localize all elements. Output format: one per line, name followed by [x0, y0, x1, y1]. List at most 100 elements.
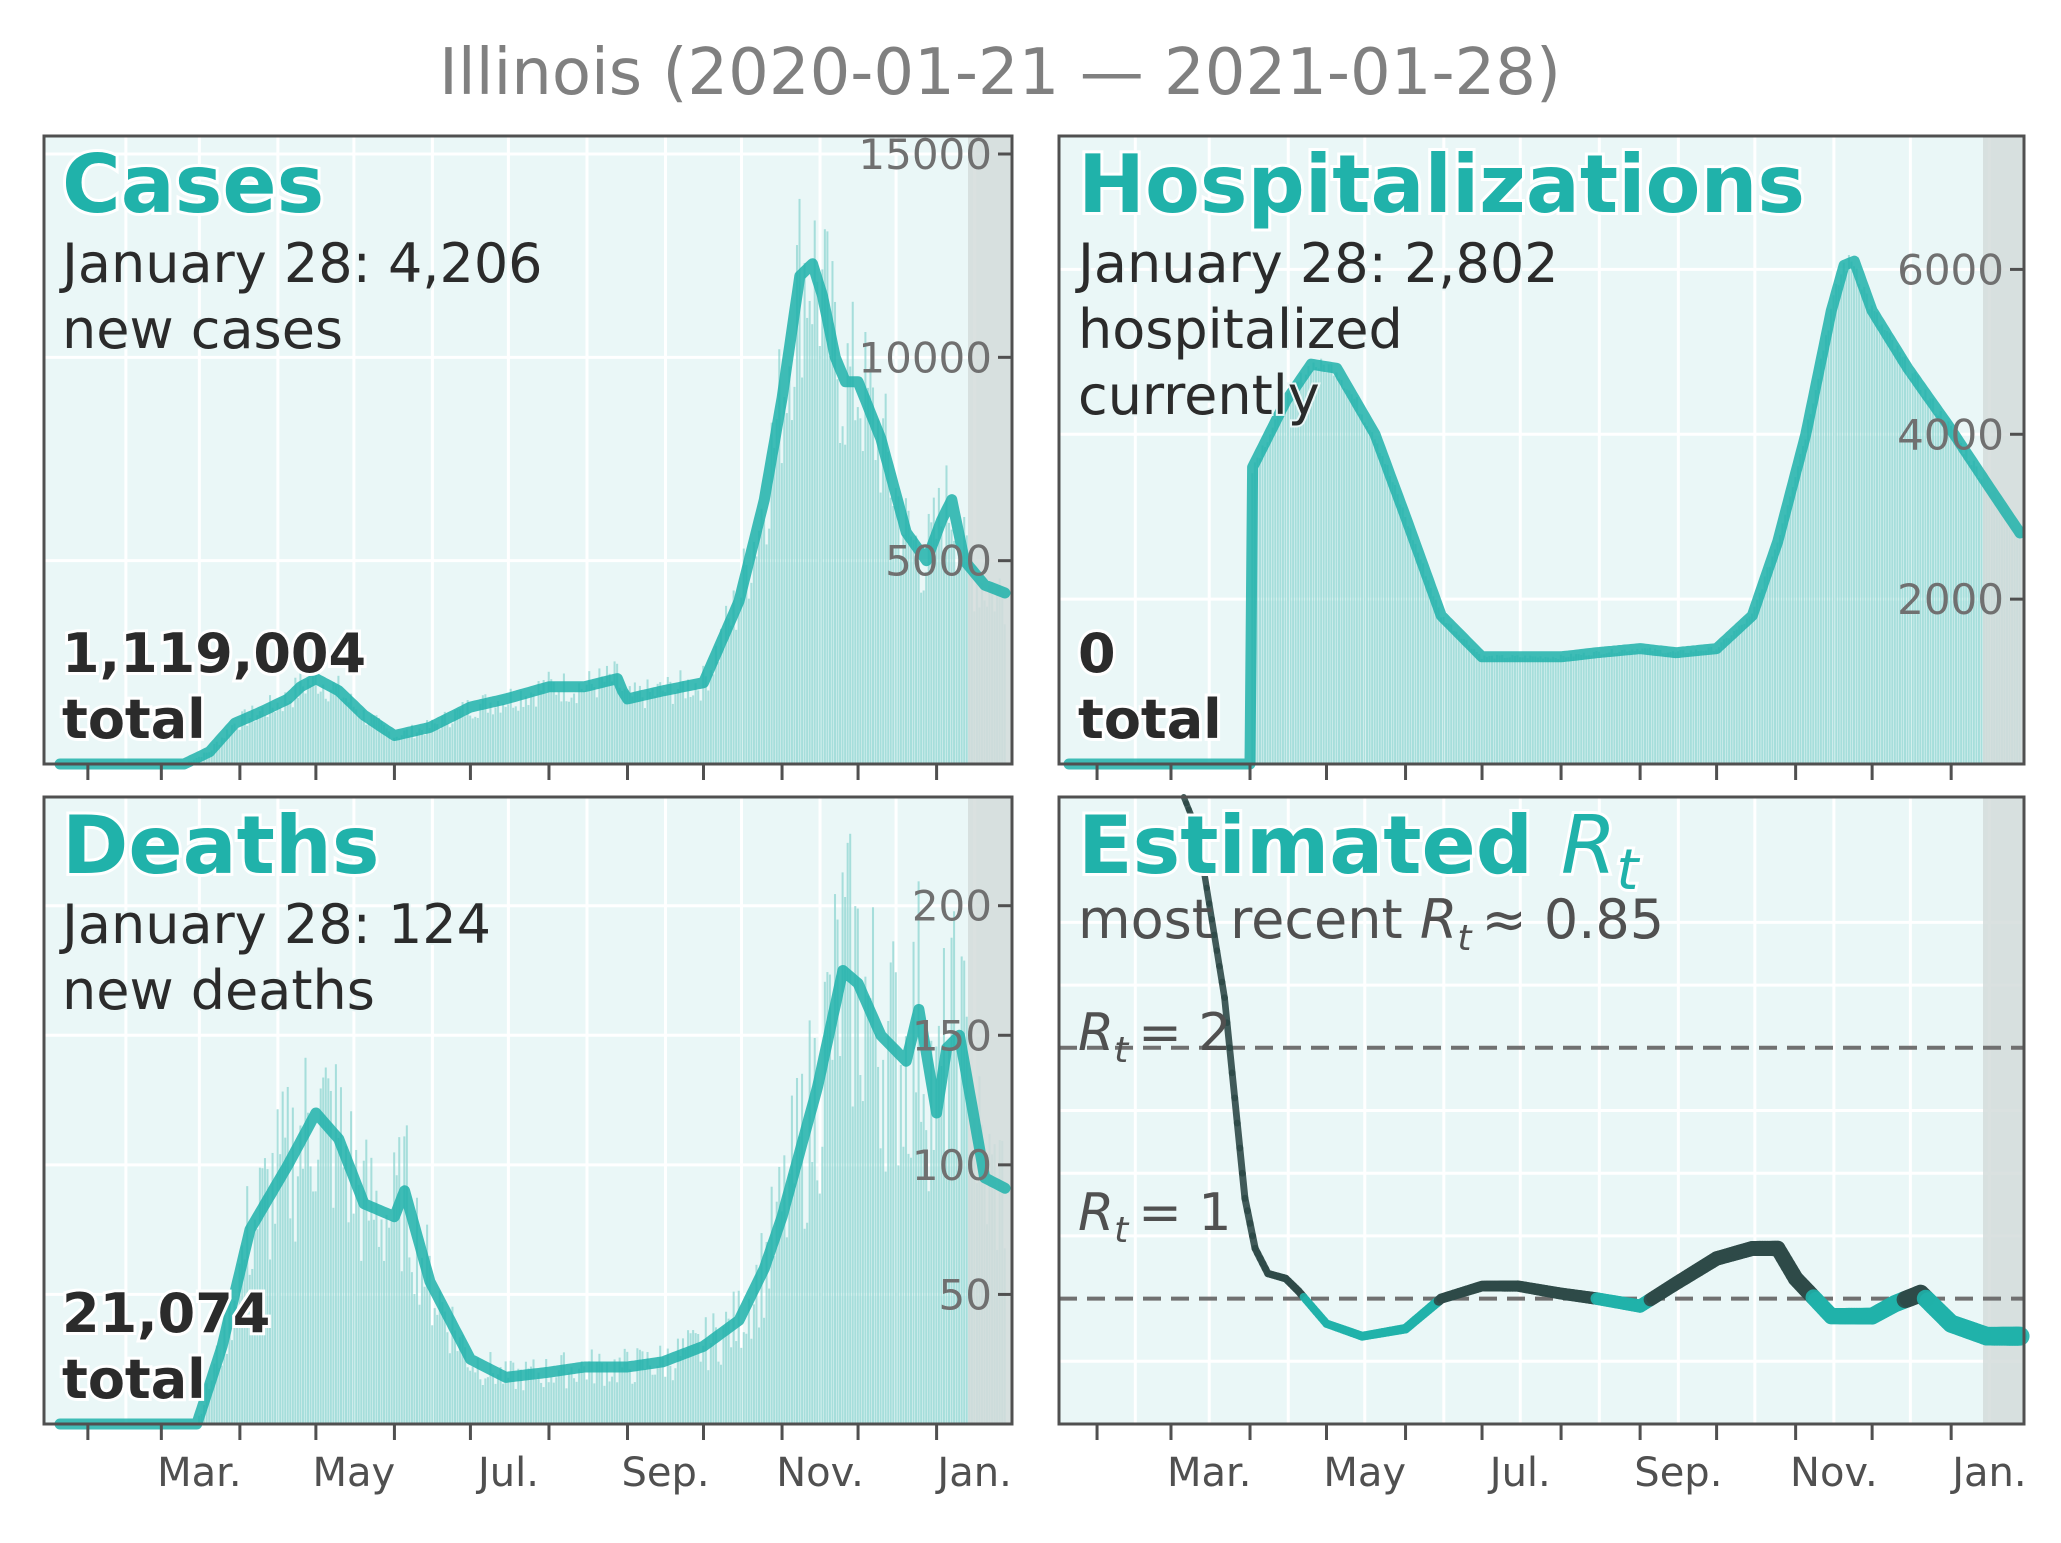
- hosp-total-value: 0: [1078, 622, 1116, 685]
- daily-bar: [342, 1167, 345, 1424]
- daily-bar: [649, 691, 652, 764]
- daily-bar: [618, 687, 621, 764]
- daily-bar: [339, 1087, 342, 1424]
- daily-bar: [329, 1090, 332, 1424]
- daily-bar: [963, 516, 966, 764]
- daily-bar: [567, 1372, 570, 1424]
- daily-bar: [1541, 658, 1544, 764]
- rt-subtitle-subscript: t: [1457, 918, 1473, 959]
- daily-bar: [930, 1040, 933, 1424]
- daily-bar: [433, 1308, 436, 1424]
- daily-bar: [357, 1184, 360, 1424]
- daily-bar: [451, 723, 454, 764]
- daily-bar: [1919, 389, 1922, 764]
- daily-bar: [231, 1340, 234, 1424]
- daily-bar: [879, 492, 882, 764]
- daily-bar: [322, 1077, 325, 1424]
- daily-bar: [831, 261, 834, 764]
- daily-bar: [621, 1367, 624, 1424]
- daily-bar: [889, 962, 892, 1424]
- daily-bar: [793, 386, 796, 764]
- hosp-yticks: 2000 4000 6000: [1897, 245, 2024, 624]
- daily-bar: [666, 1348, 669, 1424]
- rt-subtitle-value: ≈ 0.85: [1481, 888, 1664, 951]
- daily-bar: [1582, 652, 1585, 764]
- daily-bar: [1439, 617, 1443, 764]
- daily-bar: [940, 1066, 943, 1424]
- daily-bar: [248, 717, 251, 764]
- daily-bar: [1786, 505, 1789, 764]
- daily-bar: [641, 1351, 644, 1424]
- daily-bar: [1949, 425, 1952, 764]
- daily-bar: [727, 618, 730, 764]
- daily-bar: [849, 366, 852, 764]
- daily-bar: [1496, 654, 1499, 764]
- daily-bar: [1853, 266, 1856, 764]
- daily-bar: [580, 1361, 583, 1424]
- daily-bar: [1664, 653, 1667, 764]
- daily-bar: [1868, 309, 1871, 764]
- daily-bar: [223, 738, 226, 764]
- daily-bar: [1835, 283, 1838, 764]
- daily-bar: [1671, 651, 1675, 764]
- daily-bar: [360, 718, 363, 764]
- daily-bar: [775, 1201, 778, 1424]
- daily-bar: [1414, 543, 1417, 764]
- daily-bar: [1768, 566, 1771, 764]
- daily-bar: [841, 872, 844, 1424]
- daily-bar: [600, 1362, 603, 1424]
- daily-bar: [925, 1130, 928, 1424]
- daily-bar: [269, 1259, 272, 1424]
- daily-bar: [1437, 607, 1440, 764]
- daily-bar: [464, 1347, 467, 1424]
- daily-bar: [702, 665, 705, 764]
- daily-bar: [1722, 639, 1726, 764]
- daily-bar: [757, 530, 761, 764]
- daily-bar: [296, 1176, 299, 1424]
- daily-bar: [1409, 528, 1412, 764]
- daily-bar: [550, 1377, 553, 1424]
- daily-bar: [778, 1166, 781, 1424]
- daily-bar: [1636, 648, 1639, 764]
- daily-bar: [266, 716, 269, 764]
- daily-bar: [213, 1363, 216, 1424]
- daily-bar: [689, 1333, 692, 1424]
- daily-bar: [350, 693, 353, 764]
- daily-bar: [611, 681, 614, 764]
- daily-bar: [1646, 648, 1649, 764]
- daily-bar: [669, 681, 672, 764]
- daily-bar: [393, 1152, 396, 1424]
- daily-bar: [438, 729, 441, 764]
- daily-bar: [443, 1311, 446, 1424]
- daily-bar: [1784, 514, 1787, 764]
- daily-bar: [1317, 368, 1320, 764]
- daily-bar: [517, 1368, 520, 1424]
- daily-bar: [408, 1257, 411, 1424]
- daily-bar: [1901, 356, 1904, 764]
- daily-bar: [714, 1327, 717, 1424]
- ytick-label: 10000: [858, 333, 992, 382]
- rt-ref1-label: Rt = 1: [1078, 1183, 1231, 1251]
- daily-bar: [504, 1361, 507, 1424]
- daily-bar: [1855, 268, 1858, 764]
- hosp-latest-value: January 28: 2,802: [1075, 232, 1559, 295]
- daily-bar: [456, 1351, 459, 1424]
- daily-bar: [476, 717, 479, 764]
- daily-bar: [448, 727, 451, 764]
- daily-bar: [821, 1146, 824, 1424]
- daily-bar: [689, 696, 692, 764]
- daily-bar: [894, 972, 897, 1424]
- daily-bar: [1967, 460, 1970, 764]
- daily-bar: [377, 1246, 380, 1424]
- daily-bar: [491, 1373, 494, 1424]
- daily-bar: [755, 1264, 758, 1424]
- daily-bar: [1873, 310, 1876, 764]
- daily-bar: [565, 1388, 568, 1424]
- daily-bar: [322, 684, 325, 764]
- daily-bar: [403, 1136, 406, 1424]
- daily-bar: [484, 694, 487, 764]
- daily-bar: [600, 676, 603, 764]
- daily-bar: [545, 1358, 548, 1424]
- daily-bar: [296, 697, 299, 764]
- ytick-label: 150: [912, 1011, 992, 1060]
